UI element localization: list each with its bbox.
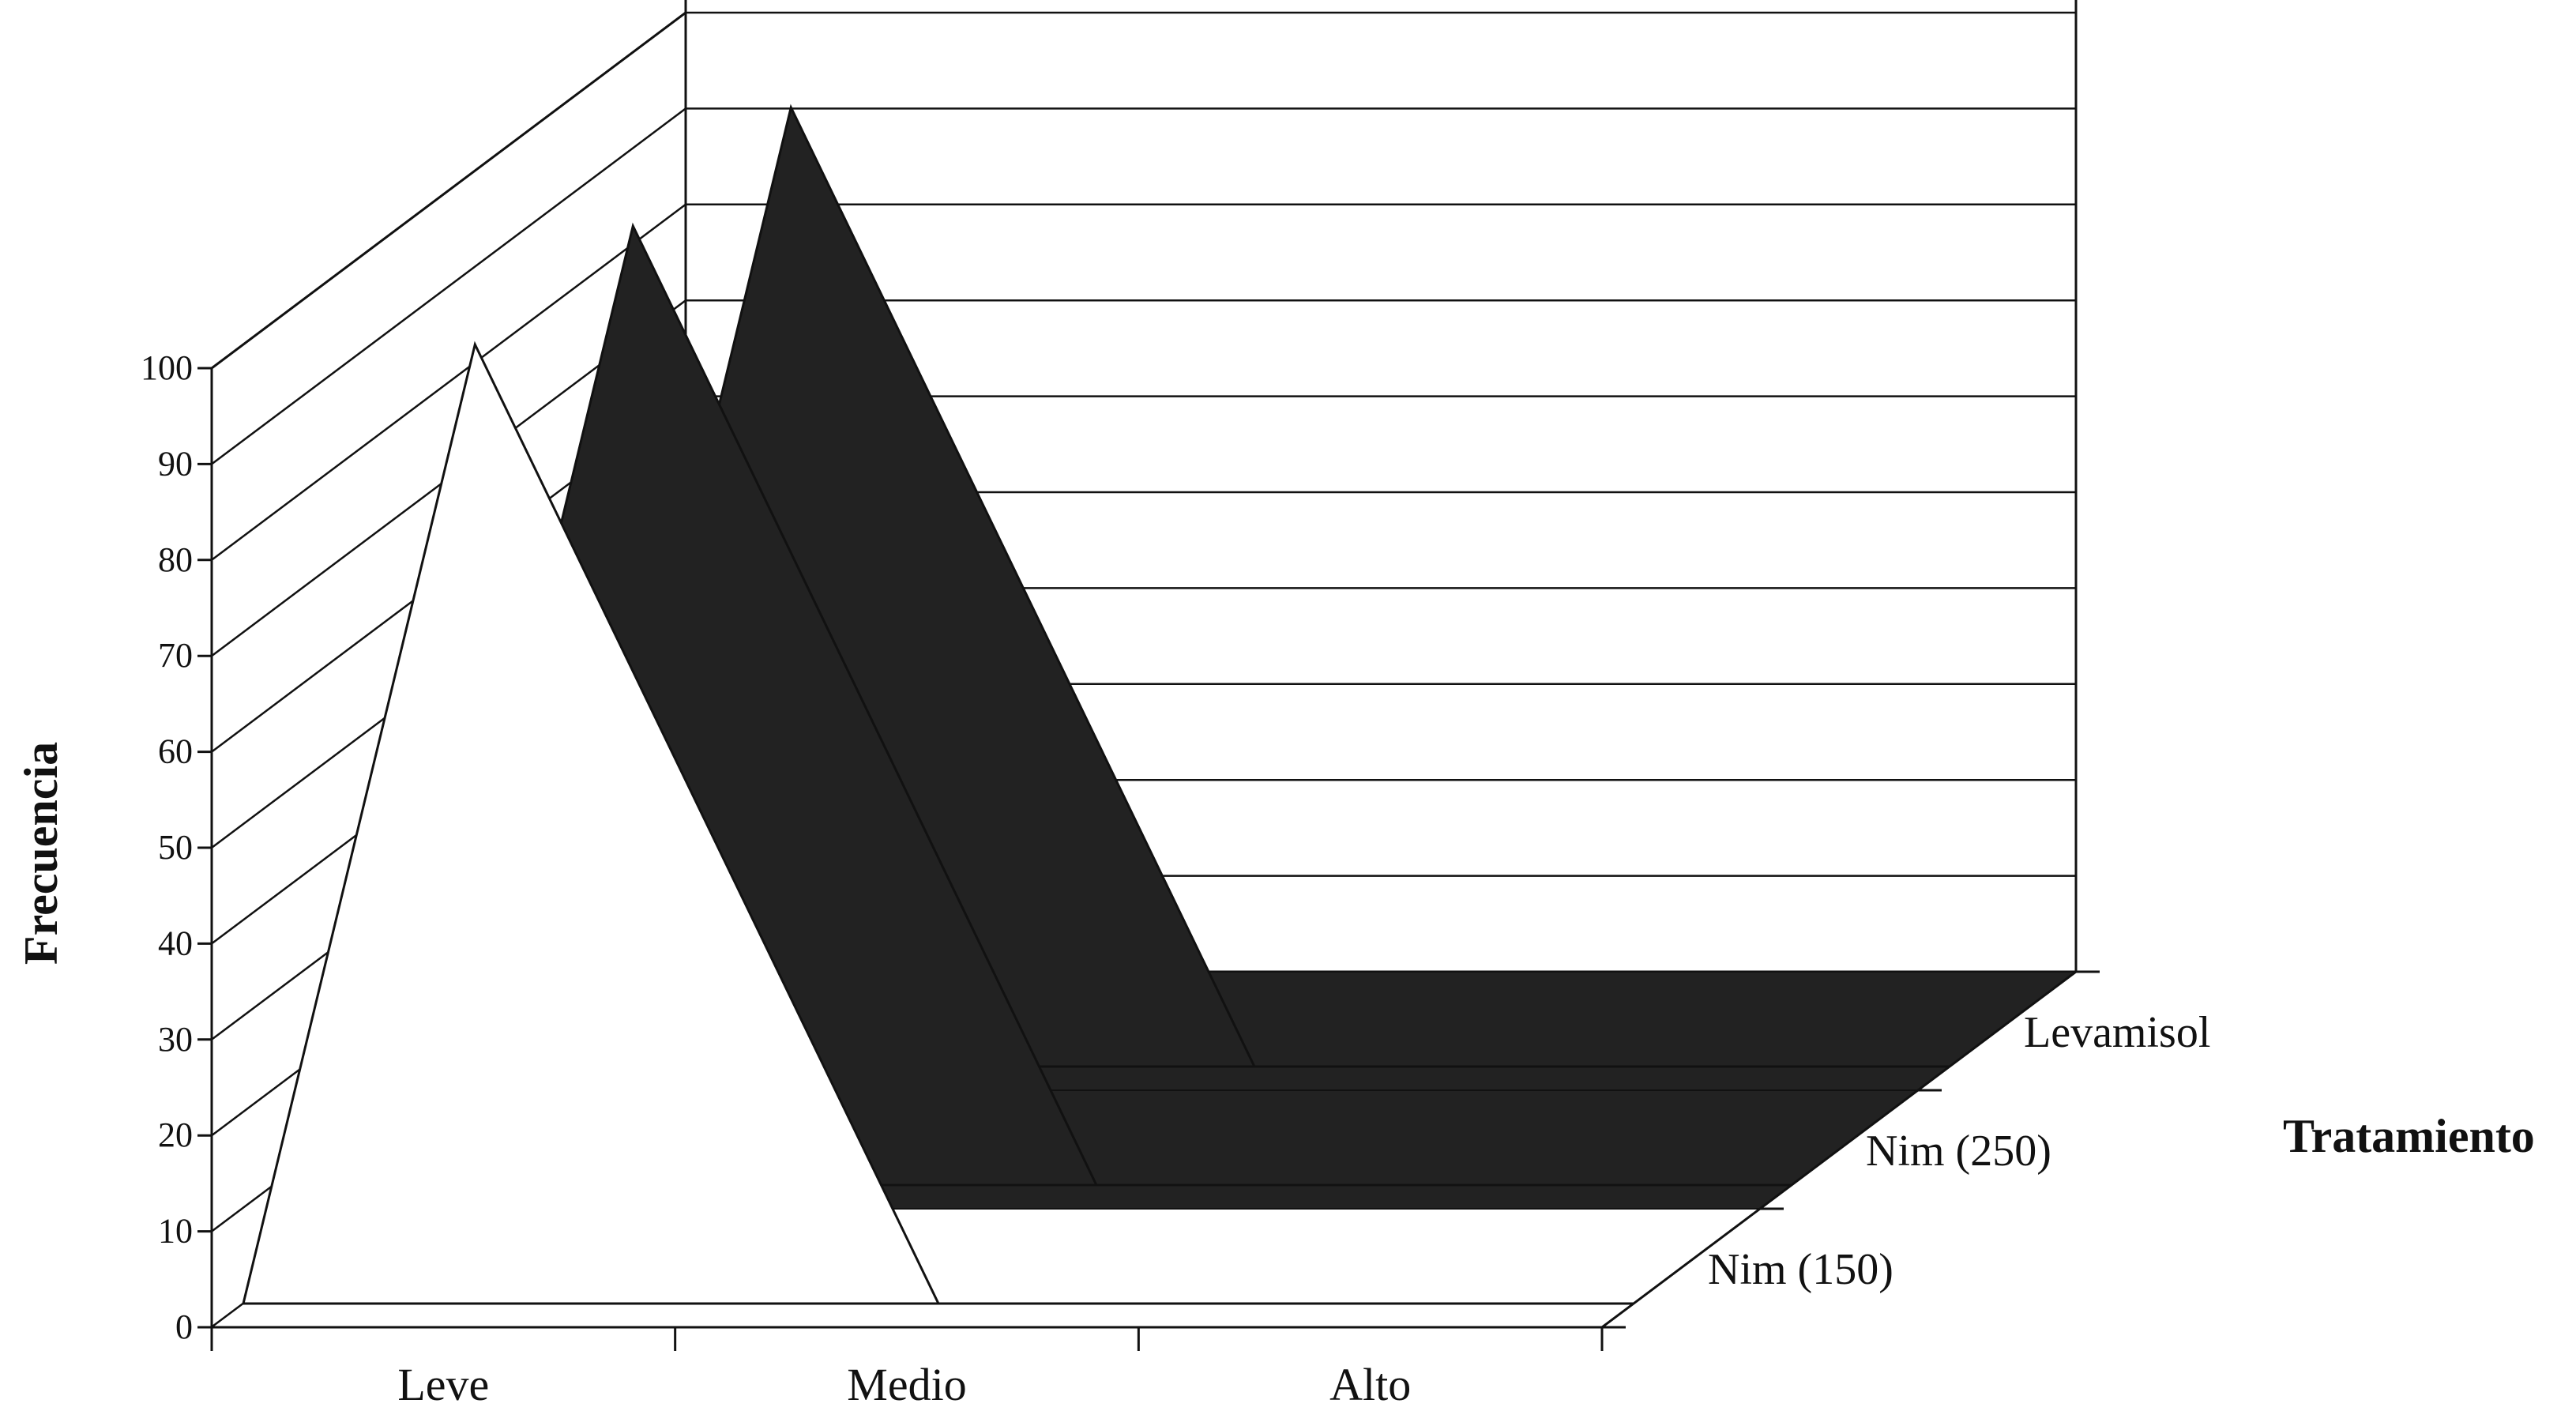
y-tick-label: 10 [158, 1212, 193, 1251]
x-category-label: Alto [1329, 1359, 1411, 1410]
depth-axis-line [1601, 970, 2077, 1329]
y-tick-label: 40 [158, 924, 193, 962]
y-tick-label: 90 [158, 444, 193, 483]
y-axis: 0 10 20 30 40 50 60 70 80 90 100 [141, 348, 213, 1346]
x-category-label: Medio [847, 1359, 966, 1410]
y-tick-label: 0 [175, 1308, 193, 1346]
series-label: Nim (250) [1866, 1127, 2051, 1176]
x-category-label: Leve [397, 1359, 489, 1410]
y-tick-label: 50 [158, 828, 193, 867]
y-tick-label: 60 [158, 732, 193, 771]
z-axis: Nim (150) Nim (250) Levamisol [1601, 970, 2210, 1329]
series-label: Levamisol [2024, 1008, 2210, 1057]
series-areas [242, 103, 1950, 1305]
side-gridline [211, 203, 686, 561]
x-axis: Leve Medio Alto [210, 1326, 1604, 1410]
side-gridline [211, 107, 686, 465]
y-tick-label: 80 [158, 540, 193, 579]
series-label: Nim (150) [1708, 1245, 1893, 1294]
side-gridline [211, 12, 686, 369]
y-axis-title: Frecuencia [15, 742, 67, 965]
y-tick-label: 30 [158, 1020, 193, 1059]
y-tick-label: 100 [141, 348, 193, 387]
y-tick-label: 20 [158, 1116, 193, 1154]
z-axis-title: Tratamiento [2283, 1110, 2535, 1162]
y-tick-label: 70 [158, 636, 193, 675]
series-area [242, 341, 1634, 1305]
